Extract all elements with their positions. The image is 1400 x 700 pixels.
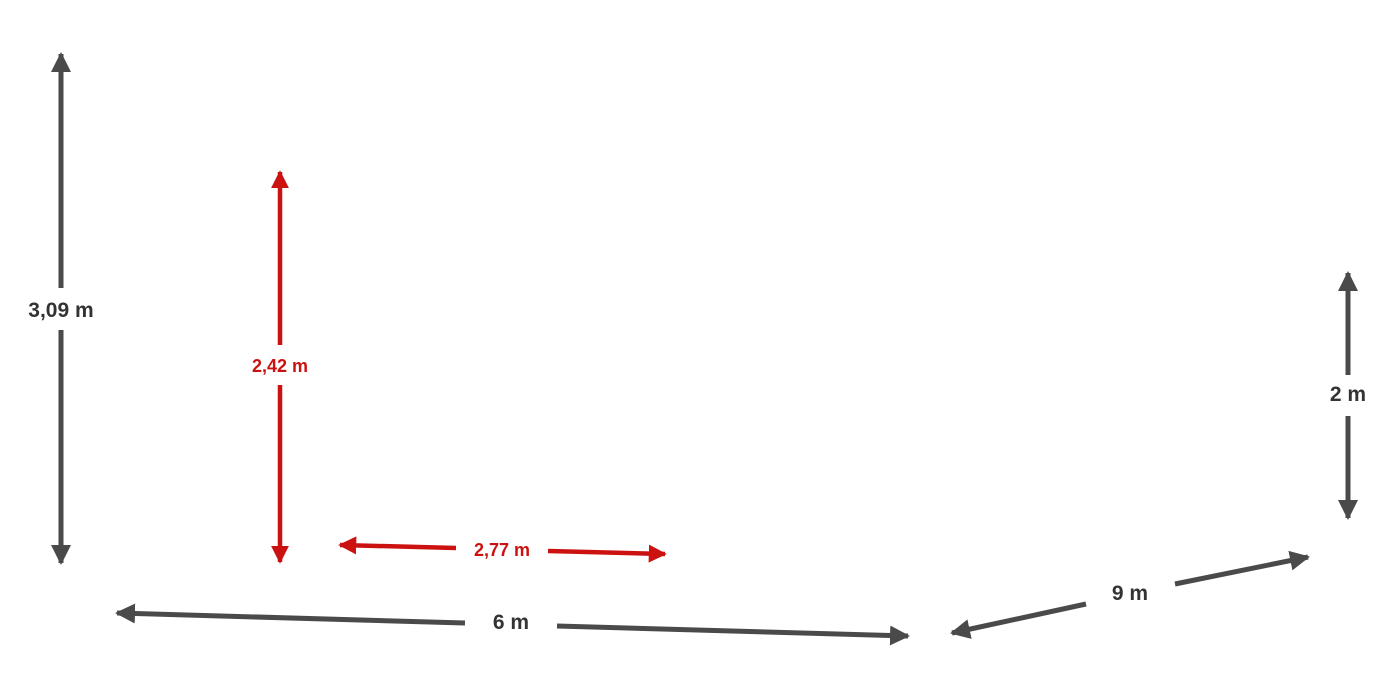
height-left-label: 3,09 m	[28, 299, 93, 322]
width-red-dimension: 2,77 m	[338, 536, 667, 563]
width-red-label: 2,77 m	[474, 540, 530, 560]
depth-right-arrow-right	[1174, 550, 1310, 587]
height-right-label: 2 m	[1330, 383, 1366, 406]
height-left-dimension: 3,09 m	[28, 52, 94, 565]
depth-right-dimension: 9 m	[950, 550, 1310, 639]
width-red-arrow-right	[547, 544, 667, 563]
width-front-arrow-left	[115, 603, 466, 626]
width-front-dimension: 6 m	[115, 603, 910, 646]
depth-right-label: 9 m	[1112, 582, 1148, 605]
width-front-label: 6 m	[493, 611, 529, 634]
height-red-dimension: 2,42 m	[252, 170, 308, 564]
width-front-arrow-right	[556, 623, 910, 646]
depth-right-arrow-left	[950, 601, 1087, 639]
height-right-dimension: 2 m	[1330, 271, 1366, 520]
width-red-arrow-left	[338, 536, 457, 555]
height-red-label: 2,42 m	[252, 356, 308, 376]
